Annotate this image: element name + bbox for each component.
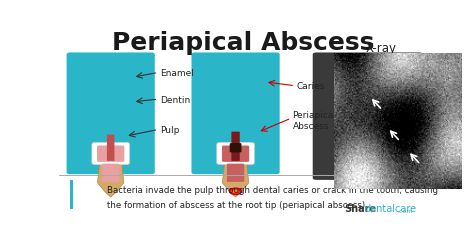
FancyBboxPatch shape (222, 145, 249, 162)
Text: Bacteria invade the pulp through dental caries or crack in the tooth, causing: Bacteria invade the pulp through dental … (107, 186, 438, 195)
Text: Caries: Caries (296, 82, 325, 91)
Text: Periapical Abscess: Periapical Abscess (112, 31, 374, 55)
Text: Enamel: Enamel (160, 69, 194, 78)
FancyBboxPatch shape (66, 52, 155, 174)
Text: X-ray: X-ray (365, 42, 396, 55)
FancyBboxPatch shape (231, 132, 240, 161)
FancyBboxPatch shape (97, 145, 124, 162)
FancyBboxPatch shape (217, 142, 255, 165)
FancyBboxPatch shape (313, 52, 423, 180)
Circle shape (229, 188, 242, 194)
FancyBboxPatch shape (102, 164, 119, 182)
FancyBboxPatch shape (227, 164, 244, 182)
FancyBboxPatch shape (92, 142, 129, 165)
Text: Share: Share (344, 204, 376, 214)
Text: Dentin: Dentin (160, 96, 191, 104)
FancyBboxPatch shape (230, 143, 241, 152)
FancyBboxPatch shape (107, 135, 114, 161)
Text: dentalcare: dentalcare (365, 204, 417, 214)
Text: Periapical
Abscess: Periapical Abscess (292, 111, 337, 131)
FancyBboxPatch shape (191, 52, 280, 174)
Polygon shape (98, 163, 124, 197)
Circle shape (233, 190, 238, 193)
Text: .com: .com (397, 209, 413, 214)
Text: the formation of abscess at the root tip (periapical abscess).: the formation of abscess at the root tip… (107, 201, 368, 210)
Text: Pulp: Pulp (160, 126, 180, 135)
FancyBboxPatch shape (70, 180, 73, 209)
Polygon shape (222, 163, 249, 197)
